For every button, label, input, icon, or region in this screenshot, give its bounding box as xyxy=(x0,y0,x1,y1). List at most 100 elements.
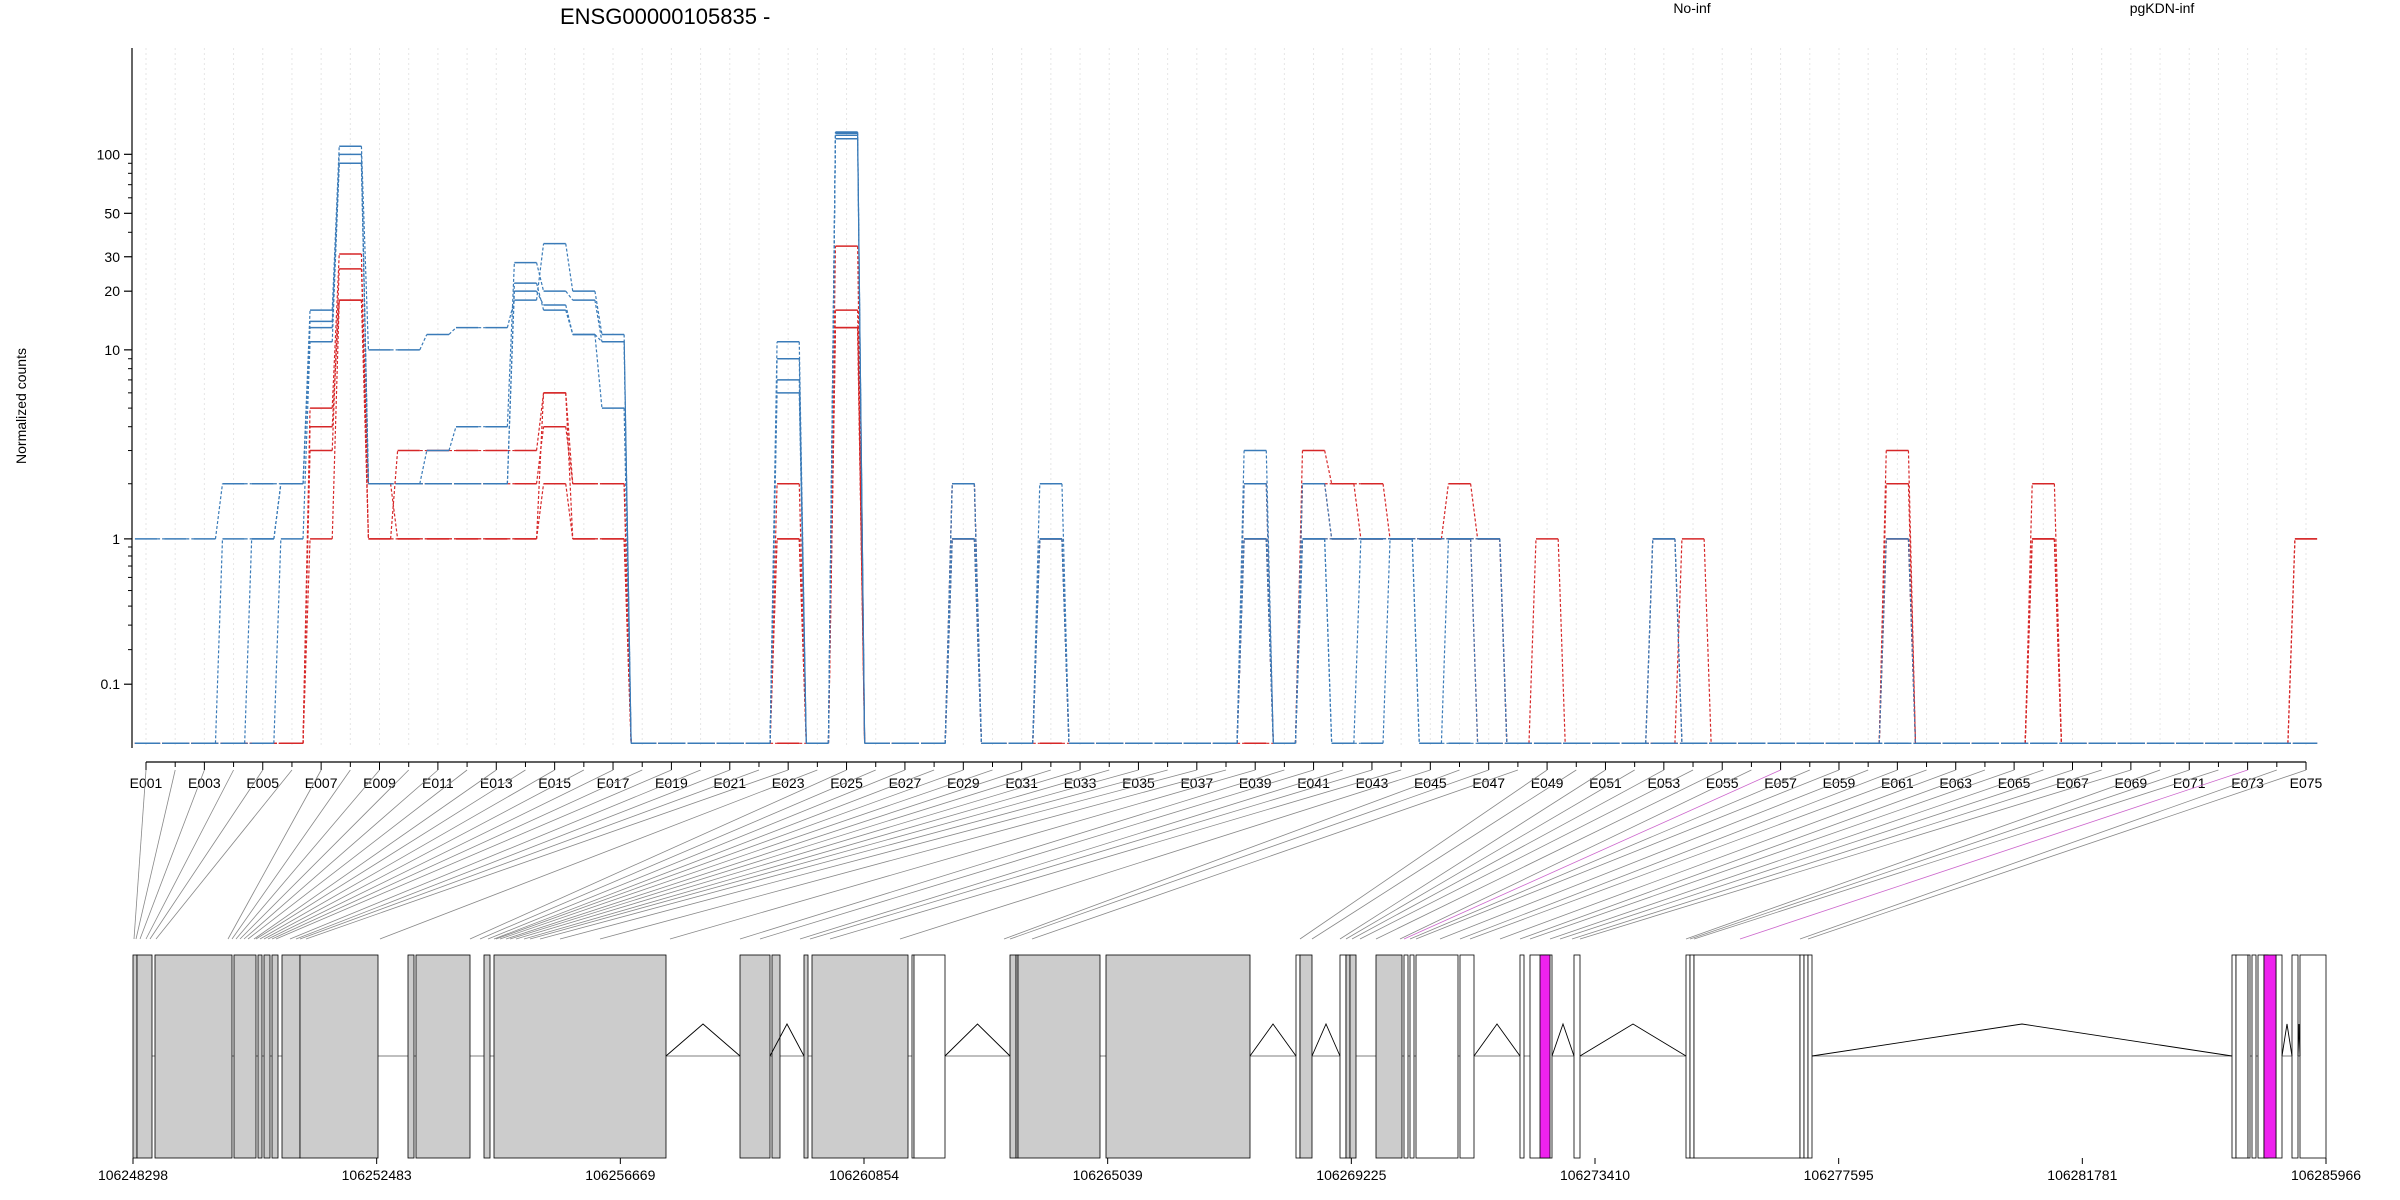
exon-tick-label: E001 xyxy=(130,775,163,791)
exon-connector xyxy=(1399,769,1752,940)
exon-connector xyxy=(1459,769,1898,940)
exon-connector xyxy=(1415,769,1840,940)
series-connector xyxy=(1907,538,1917,744)
exon-connector xyxy=(135,769,176,940)
exon-connector xyxy=(243,769,439,940)
exon-box xyxy=(136,954,153,1159)
exon-tick-label: E005 xyxy=(246,775,279,791)
series-connector xyxy=(390,483,399,539)
series-connector xyxy=(360,146,370,350)
exon-connector xyxy=(255,769,526,940)
exon-connector xyxy=(899,769,1431,940)
series-connector xyxy=(419,334,428,351)
highlighted-exon-box xyxy=(2263,954,2277,1159)
series-connector xyxy=(331,154,340,322)
series-connector xyxy=(565,290,574,301)
series-connector xyxy=(1324,483,1333,539)
series-connector xyxy=(623,408,632,744)
series-connector xyxy=(1061,538,1070,744)
exon-connector xyxy=(289,769,701,940)
exon-connector xyxy=(469,769,847,940)
series-connector xyxy=(594,291,603,335)
exon-box xyxy=(1403,954,1409,1159)
exon-connector xyxy=(231,769,351,940)
series-connector xyxy=(857,246,866,744)
series-connector xyxy=(565,243,574,292)
series-connector xyxy=(1440,538,1450,744)
coordinate-tick-label: 106252483 xyxy=(342,1167,412,1183)
exon-box xyxy=(233,954,257,1159)
exon-connector xyxy=(1799,769,2277,940)
series-connector xyxy=(1236,538,1245,744)
intron-connector xyxy=(1249,1023,1297,1057)
exon-tick-label: E047 xyxy=(1472,775,1505,791)
series-connector xyxy=(302,408,311,744)
exon-connector xyxy=(1439,769,1869,940)
exon-connector xyxy=(1549,769,2044,940)
series-connector xyxy=(1265,450,1274,744)
intron-connector xyxy=(769,1023,805,1057)
exon-tick-label: E059 xyxy=(1823,775,1856,791)
exon-connector xyxy=(275,769,672,940)
exon-box xyxy=(2251,954,2257,1159)
exon-tick-label: E053 xyxy=(1647,775,1680,791)
exon-connector xyxy=(1345,769,1635,940)
exon-box xyxy=(2275,954,2283,1159)
series-connector xyxy=(1353,483,1362,539)
series-connector xyxy=(1907,450,1917,744)
exon-box xyxy=(1685,954,1691,1159)
exon-tick-label: E067 xyxy=(2056,775,2089,791)
coordinate-tick-label: 106260854 xyxy=(829,1167,899,1183)
exon-box xyxy=(407,954,415,1159)
exon-connector xyxy=(1031,769,1519,940)
exon-connector xyxy=(155,769,293,940)
series-connector xyxy=(1382,538,1391,744)
exon-connector xyxy=(239,769,409,940)
series-connector xyxy=(1878,538,1887,744)
y-tick-label: 10 xyxy=(104,342,120,358)
exon-tick-label: E037 xyxy=(1180,775,1213,791)
exon-connector xyxy=(809,769,1373,940)
series-line xyxy=(134,138,2318,745)
series-connector xyxy=(506,262,515,427)
series-connector xyxy=(1528,538,1537,744)
series-connector xyxy=(857,138,866,744)
exon-connector xyxy=(599,769,1227,940)
exon-box xyxy=(154,954,233,1159)
coordinate-tick-label: 106269225 xyxy=(1316,1167,1386,1183)
exon-tick-label: E041 xyxy=(1297,775,1330,791)
exon-connector xyxy=(829,769,1402,940)
exon-tick-label: E043 xyxy=(1356,775,1389,791)
exon-box xyxy=(1349,954,1357,1159)
y-tick-label: 1 xyxy=(112,531,120,547)
exon-box xyxy=(271,954,279,1159)
series-connector xyxy=(535,243,545,301)
exon-tick-label: E023 xyxy=(772,775,805,791)
chart-title: ENSG00000105835 - xyxy=(560,4,770,29)
exon-box xyxy=(2299,954,2327,1159)
exon-box xyxy=(1799,954,1805,1159)
series-connector xyxy=(973,538,982,744)
coordinate-tick-label: 106265039 xyxy=(1073,1167,1143,1183)
exon-connector xyxy=(495,769,964,940)
legend-entry-no-inf: No-inf xyxy=(1673,0,1710,16)
y-axis: 0.1 1 10 20 30 50 100 xyxy=(97,48,133,748)
exon-box xyxy=(132,954,138,1159)
exon-box xyxy=(1693,954,1801,1159)
exon-box xyxy=(483,954,491,1159)
exon-box xyxy=(1009,954,1017,1159)
exon-axis: E001E003E005E007E009E011E013E015E017E019… xyxy=(130,761,2323,791)
series-connector xyxy=(448,426,457,451)
series-connector xyxy=(1324,538,1333,744)
exon-connector xyxy=(1351,769,1665,940)
exon-connector xyxy=(1559,769,2073,940)
series-connector xyxy=(214,483,224,539)
exon-box xyxy=(1017,954,1101,1159)
exon-tick-label: E063 xyxy=(1939,775,1972,791)
series-lines xyxy=(134,131,2318,745)
intron-connector xyxy=(2281,1023,2293,1057)
exon-connector xyxy=(227,769,322,940)
series-connector xyxy=(1440,483,1450,539)
series-connector xyxy=(1703,538,1712,744)
series-connector xyxy=(769,538,778,744)
